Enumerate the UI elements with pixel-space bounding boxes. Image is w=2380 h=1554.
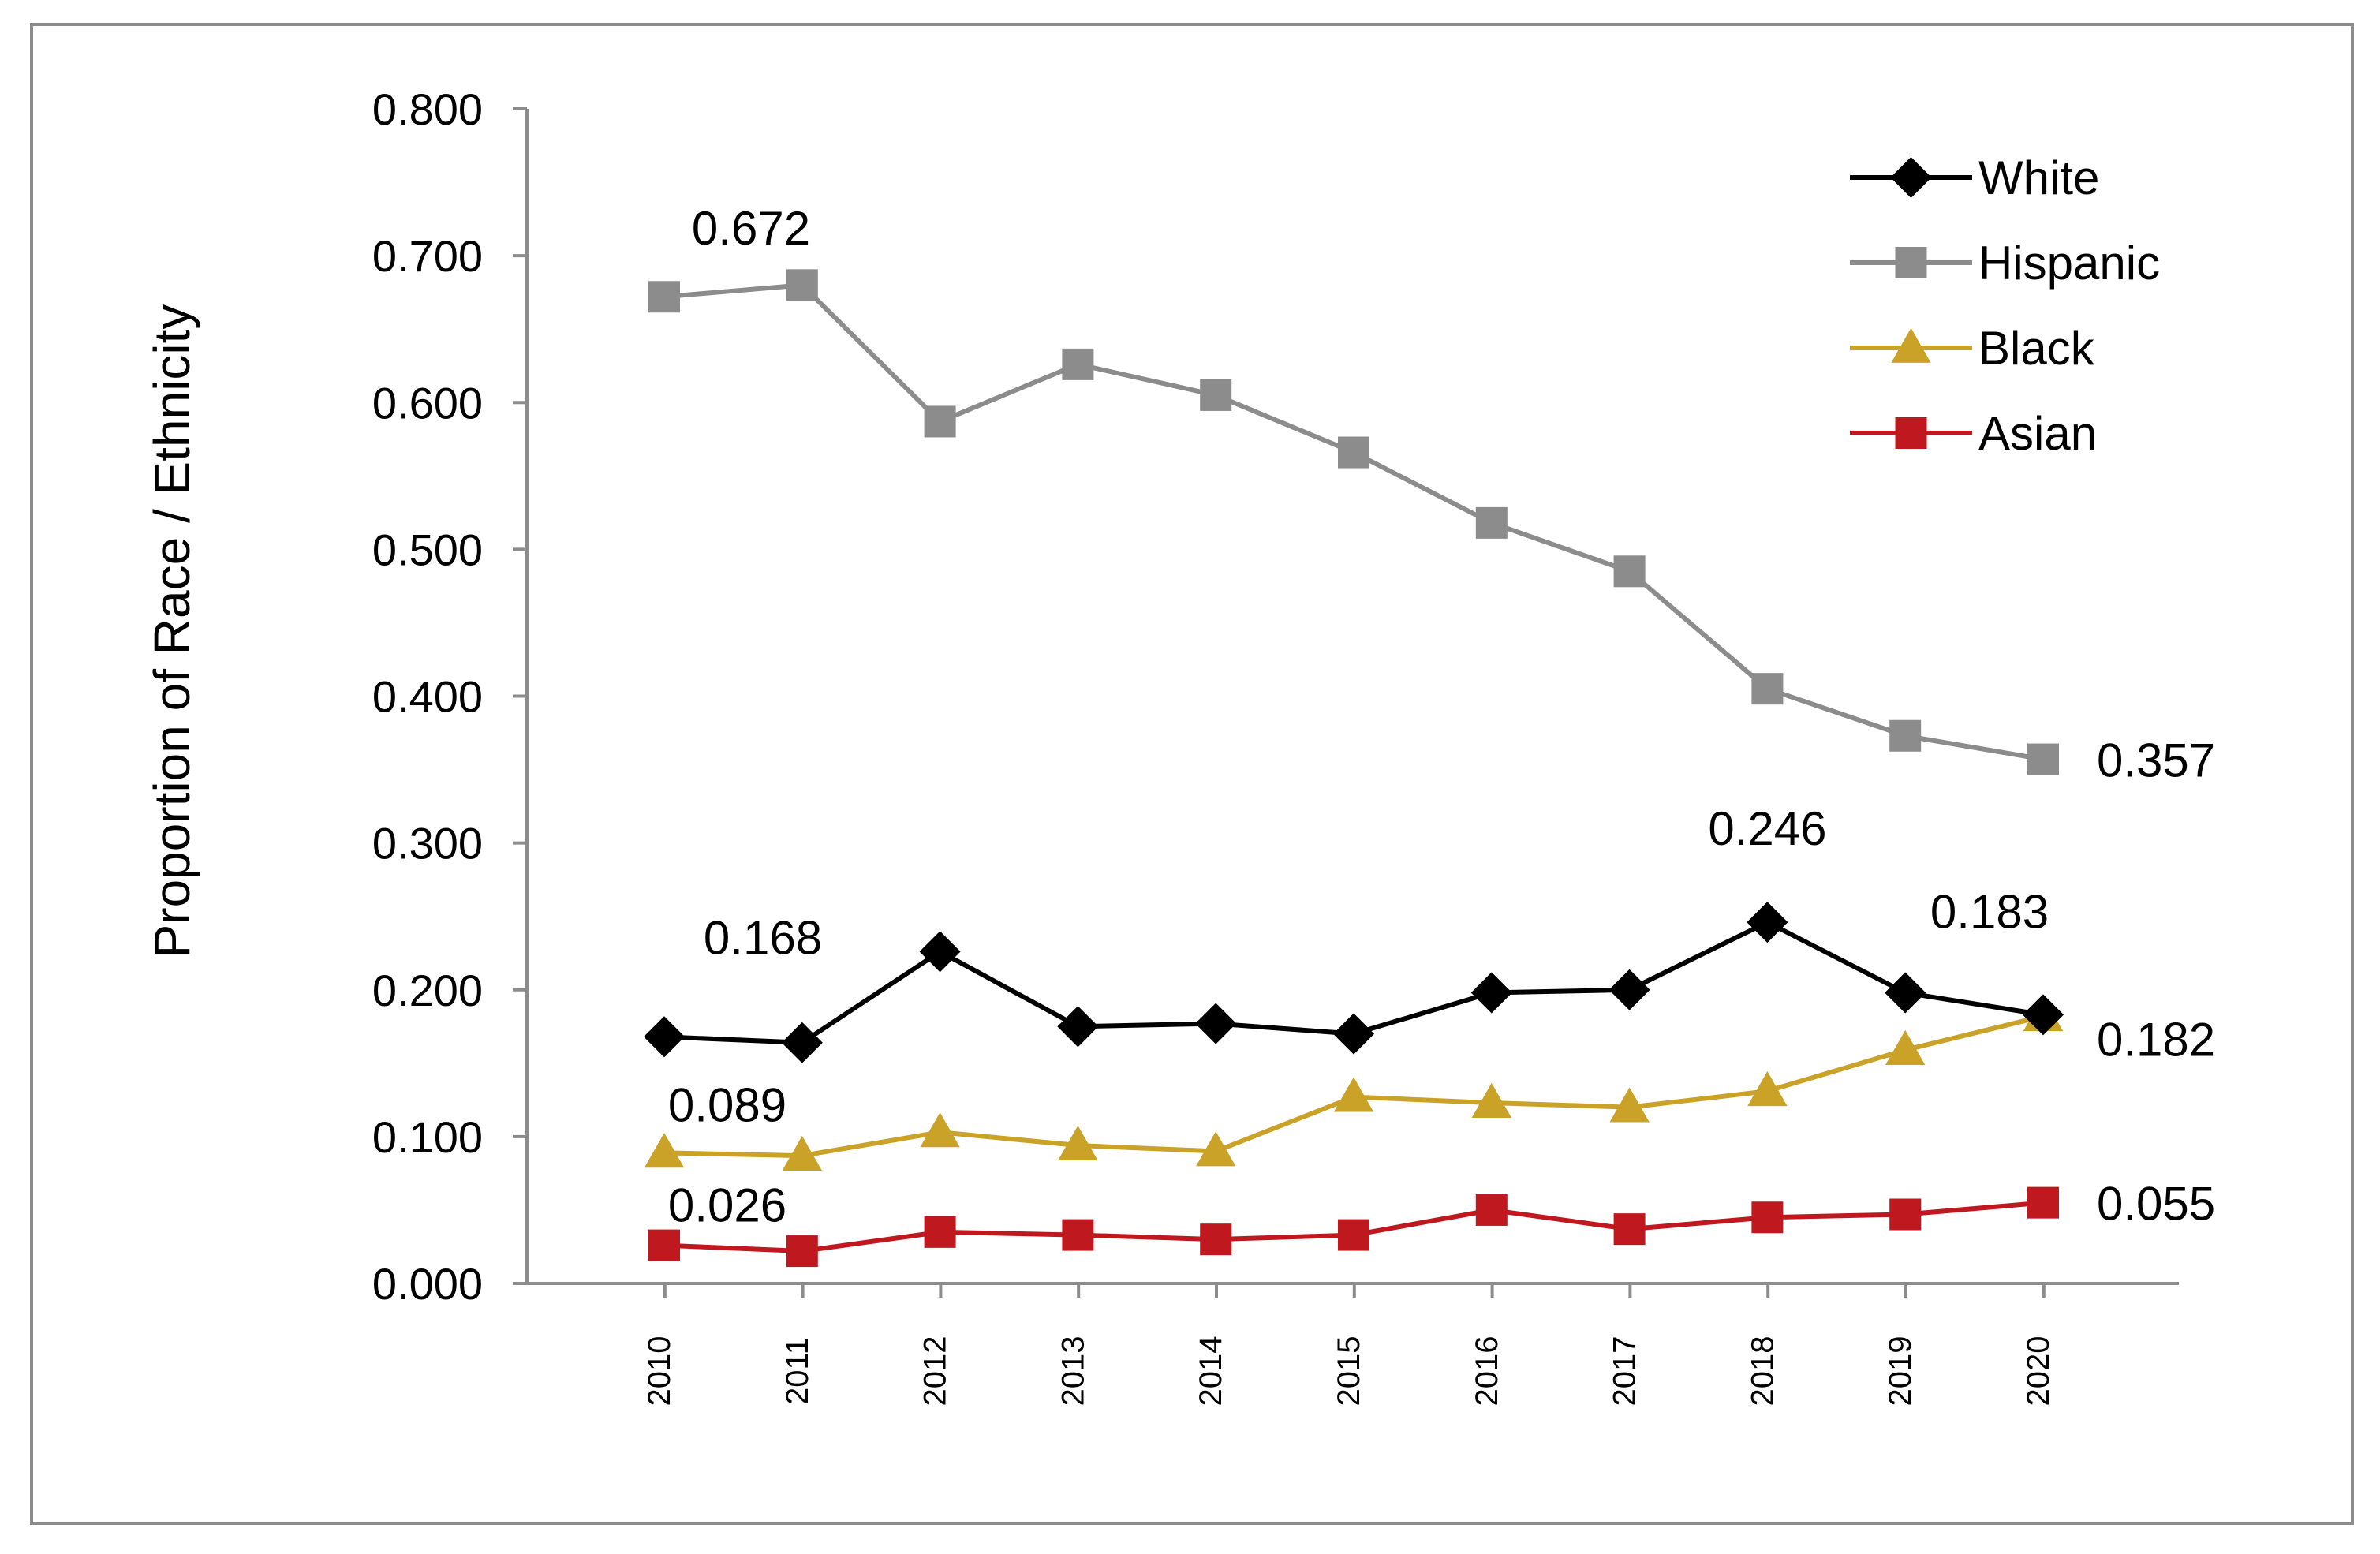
x-tick-label: 2013: [1055, 1336, 1090, 1406]
x-tick-label: 2018: [1745, 1336, 1780, 1406]
data-point-asian: [1062, 1219, 1094, 1251]
x-axis-ticks: 2010 2011 2012 2013 2014 2015 2016 2017 2018 2019…: [642, 1283, 2056, 1406]
legend-item-asian: Asian: [1850, 407, 2097, 460]
data-point-hispanic: [1200, 379, 1232, 411]
y-tick-label: 0.200: [372, 966, 483, 1015]
data-point-hispanic: [2027, 743, 2059, 775]
data-point-black: [920, 1112, 960, 1148]
data-label: 0.182: [2097, 1013, 2215, 1066]
series-asian: [648, 1186, 2059, 1268]
y-tick-label: 0.500: [372, 525, 483, 574]
data-point-hispanic: [1475, 506, 1508, 539]
legend-item-white: White: [1850, 151, 2099, 204]
data-point-black: [1885, 1029, 1926, 1065]
series-hispanic: [648, 269, 2059, 775]
data-point-hispanic: [924, 405, 956, 438]
series-line-hispanic: [663, 282, 2044, 762]
data-point-asian: [786, 1235, 818, 1268]
legend-marker-black: [1891, 327, 1931, 363]
data-label: 0.089: [668, 1078, 786, 1131]
x-tick-label: 2017: [1608, 1336, 1642, 1406]
legend-marker-white: [1890, 156, 1932, 199]
legend-label-white: White: [1978, 151, 2099, 204]
data-point-asian: [1751, 1201, 1784, 1234]
legend-label-hispanic: Hispanic: [1978, 237, 2160, 290]
y-tick-label: 0.800: [372, 84, 483, 134]
x-tick-label: 2016: [1470, 1336, 1504, 1406]
legend-item-black: Black: [1850, 322, 2095, 375]
y-tick-label: 0.000: [372, 1259, 483, 1309]
data-label: 0.672: [692, 202, 810, 255]
series-lines: [643, 269, 2064, 1268]
data-point-hispanic: [1751, 673, 1784, 705]
data-point-white: [643, 1016, 686, 1058]
series-white: [643, 902, 2064, 1063]
x-tick-label: 2014: [1194, 1336, 1228, 1406]
data-point-white: [1608, 969, 1650, 1010]
chart-frame: [30, 23, 2354, 1525]
y-tick-label: 0.300: [372, 819, 483, 869]
x-tick-label: 2019: [1883, 1336, 1918, 1406]
data-label: 0.357: [2097, 734, 2215, 787]
data-point-asian: [648, 1229, 680, 1261]
y-tick-label: 0.600: [372, 378, 483, 428]
data-point-black: [1471, 1082, 1511, 1118]
data-point-hispanic: [648, 281, 680, 313]
data-point-black: [1333, 1077, 1374, 1112]
y-axis-ticks: 0.000 0.100 0.200 0.300 0.400 0.500 0.600 0.700…: [372, 84, 527, 1309]
legend-item-hispanic: Hispanic: [1850, 237, 2160, 290]
data-point-hispanic: [1062, 348, 1094, 380]
data-label: 0.246: [1708, 802, 1826, 855]
data-point-asian: [1338, 1219, 1369, 1251]
data-point-black: [1058, 1125, 1098, 1160]
data-label: 0.055: [2097, 1178, 2215, 1231]
data-point-asian: [2027, 1186, 2059, 1219]
x-tick-label: 2015: [1332, 1336, 1366, 1406]
y-axis-title: Proportion of Race / Ethnicity: [144, 304, 200, 958]
data-label: 0.183: [1930, 885, 2049, 938]
data-point-hispanic: [1338, 436, 1369, 469]
data-label: 0.026: [668, 1179, 786, 1232]
data-point-white: [1332, 1013, 1375, 1055]
data-point-asian: [1200, 1223, 1232, 1256]
data-point-black: [1609, 1087, 1650, 1123]
data-point-white: [919, 931, 961, 973]
data-point-white: [1195, 1003, 1237, 1044]
data-point-asian: [924, 1216, 956, 1248]
data-point-asian: [1889, 1198, 1922, 1231]
x-tick-label: 2020: [2021, 1336, 2056, 1406]
data-point-white: [1885, 972, 1926, 1014]
y-tick-label: 0.400: [372, 672, 483, 722]
x-tick-label: 2012: [918, 1336, 953, 1406]
data-point-black: [782, 1135, 822, 1171]
data-point-white: [1470, 972, 1512, 1014]
data-label: 0.168: [704, 911, 822, 964]
data-point-white: [1057, 1006, 1099, 1048]
data-point-asian: [1613, 1213, 1646, 1246]
data-point-black: [1196, 1131, 1236, 1167]
data-labels: 0.672 0.357 0.168 0.246 0.183 0.182 0.089 0.026…: [668, 202, 2215, 1231]
data-point-black: [1747, 1070, 1788, 1107]
data-point-asian: [1475, 1194, 1508, 1226]
data-point-white: [781, 1022, 823, 1063]
legend-marker-asian: [1895, 417, 1927, 449]
y-tick-label: 0.100: [372, 1112, 483, 1162]
data-point-white: [1747, 902, 1788, 943]
legend-label-black: Black: [1978, 322, 2095, 375]
data-point-hispanic: [786, 269, 818, 301]
x-tick-label: 2010: [642, 1336, 677, 1406]
data-point-black: [644, 1133, 685, 1168]
data-point-white: [2022, 994, 2064, 1036]
x-tick-label: 2011: [780, 1337, 815, 1405]
data-point-hispanic: [1889, 719, 1922, 752]
legend: White Hispanic Black Asian: [1850, 151, 2160, 460]
legend-label-asian: Asian: [1978, 407, 2097, 460]
data-point-hispanic: [1613, 555, 1646, 588]
legend-marker-hispanic: [1895, 247, 1927, 278]
y-tick-label: 0.700: [372, 231, 483, 281]
